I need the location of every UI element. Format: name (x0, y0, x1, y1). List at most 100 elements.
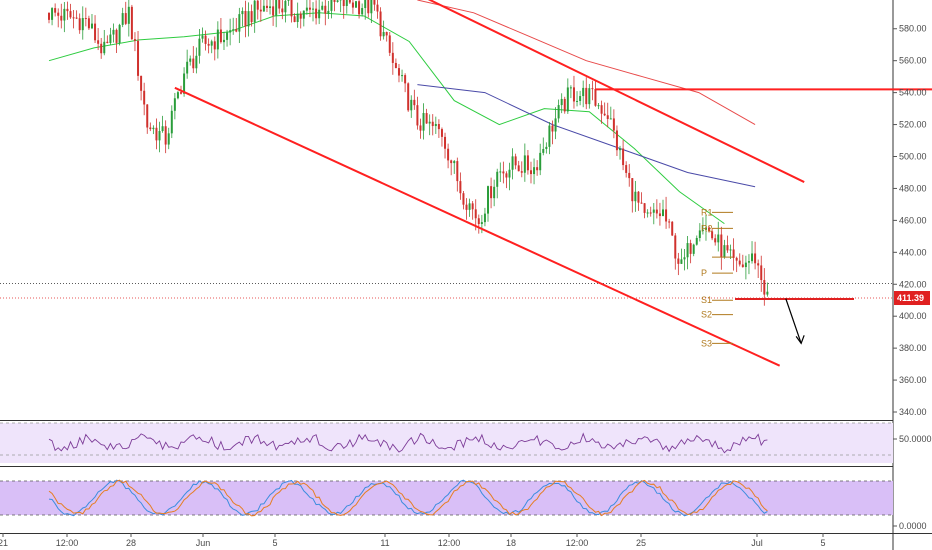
candle-body (361, 8, 364, 15)
candle (711, 228, 714, 241)
candle (434, 116, 437, 134)
candle (54, 3, 57, 17)
candle-body (382, 32, 385, 37)
candle (391, 42, 394, 75)
candle (345, 0, 348, 14)
candle-body (474, 209, 477, 219)
candle-body (308, 7, 311, 10)
candle (281, 0, 284, 20)
candle (275, 0, 278, 28)
candle (272, 0, 275, 26)
candle (766, 282, 769, 297)
candle-body (247, 11, 250, 27)
candle (296, 2, 299, 28)
candle (548, 121, 551, 155)
stochastic-line-2 (48, 479, 768, 517)
price-tick-label: 540.00 (899, 88, 927, 98)
stochastic-panel[interactable] (0, 479, 893, 517)
candle (287, 0, 290, 6)
candle (192, 46, 195, 73)
candle (167, 127, 170, 150)
candle-body (229, 30, 232, 33)
candle (735, 256, 738, 273)
candle (615, 125, 618, 156)
candle-body (278, 0, 281, 9)
candle (155, 118, 158, 150)
candle-body (81, 18, 84, 31)
candle-body (60, 15, 63, 21)
candle (103, 29, 106, 56)
candle (324, 0, 327, 26)
price-axis[interactable]: 580.00 560.00 540.00 520.00 500.00 480.00 460.… (893, 24, 932, 531)
candle-body (526, 155, 529, 171)
last-price-badge: 411.39 (894, 291, 930, 306)
candle (717, 221, 720, 252)
candle (754, 241, 757, 270)
candle-body (579, 96, 582, 101)
candle-body (327, 10, 330, 14)
candle (698, 223, 701, 242)
candle-body (517, 165, 520, 172)
candle-body (640, 202, 643, 204)
candle (198, 29, 201, 64)
candle-body (78, 18, 81, 31)
candle-body (520, 171, 523, 173)
candle (447, 143, 450, 169)
candle (235, 17, 238, 33)
candle-body (259, 9, 262, 12)
candle-body (695, 238, 698, 245)
candle-body (315, 8, 318, 19)
pivot-label-r1: R1 (701, 207, 713, 217)
candle-body (487, 186, 490, 214)
candle (351, 0, 354, 14)
moving-average-line-1 (48, 12, 725, 225)
candle (373, 0, 376, 11)
candle-body (689, 243, 692, 254)
candle (127, 0, 130, 37)
candle-body (63, 8, 66, 21)
candle (312, 2, 315, 22)
candle-body (493, 186, 496, 199)
candle-body (404, 75, 407, 84)
candle (643, 202, 646, 219)
candle-body (189, 58, 192, 62)
candle-body (48, 12, 50, 20)
candle (305, 0, 308, 15)
candle (158, 121, 161, 153)
candle (364, 0, 367, 20)
candle-body (419, 125, 422, 131)
candle-body (241, 10, 244, 15)
candle-body (490, 186, 493, 199)
candle-body (219, 29, 222, 43)
price-tick-label: 480.00 (899, 183, 927, 193)
pivot-label-s1: S1 (701, 295, 712, 305)
candle (213, 36, 216, 61)
candle (269, 0, 272, 15)
candle-body (213, 41, 216, 50)
candle-body (330, 0, 333, 11)
candle-body (232, 29, 235, 31)
stochastic-tick-label: 0.0000 (899, 521, 927, 531)
candle-body (569, 87, 572, 89)
candle-body (585, 87, 588, 105)
candle (407, 82, 410, 112)
candle (680, 248, 683, 265)
candle-body (545, 146, 548, 149)
candle (189, 55, 192, 66)
trendline-1 (174, 86, 781, 367)
time-axis[interactable]: 21 12:00 28 Jun 5 11 12:00 18 12:00 25 Jul 5 (0, 533, 826, 548)
candle (572, 75, 575, 109)
candle (201, 27, 204, 43)
candle-body (324, 5, 327, 14)
candle (671, 221, 674, 237)
candle (232, 17, 235, 35)
rsi-panel[interactable] (0, 422, 893, 463)
pivot-label-s3: S3 (701, 338, 712, 348)
candle (238, 7, 241, 44)
candle (186, 49, 189, 79)
candle-body (413, 99, 416, 106)
candle-body (302, 10, 305, 19)
candle-body (422, 113, 425, 131)
